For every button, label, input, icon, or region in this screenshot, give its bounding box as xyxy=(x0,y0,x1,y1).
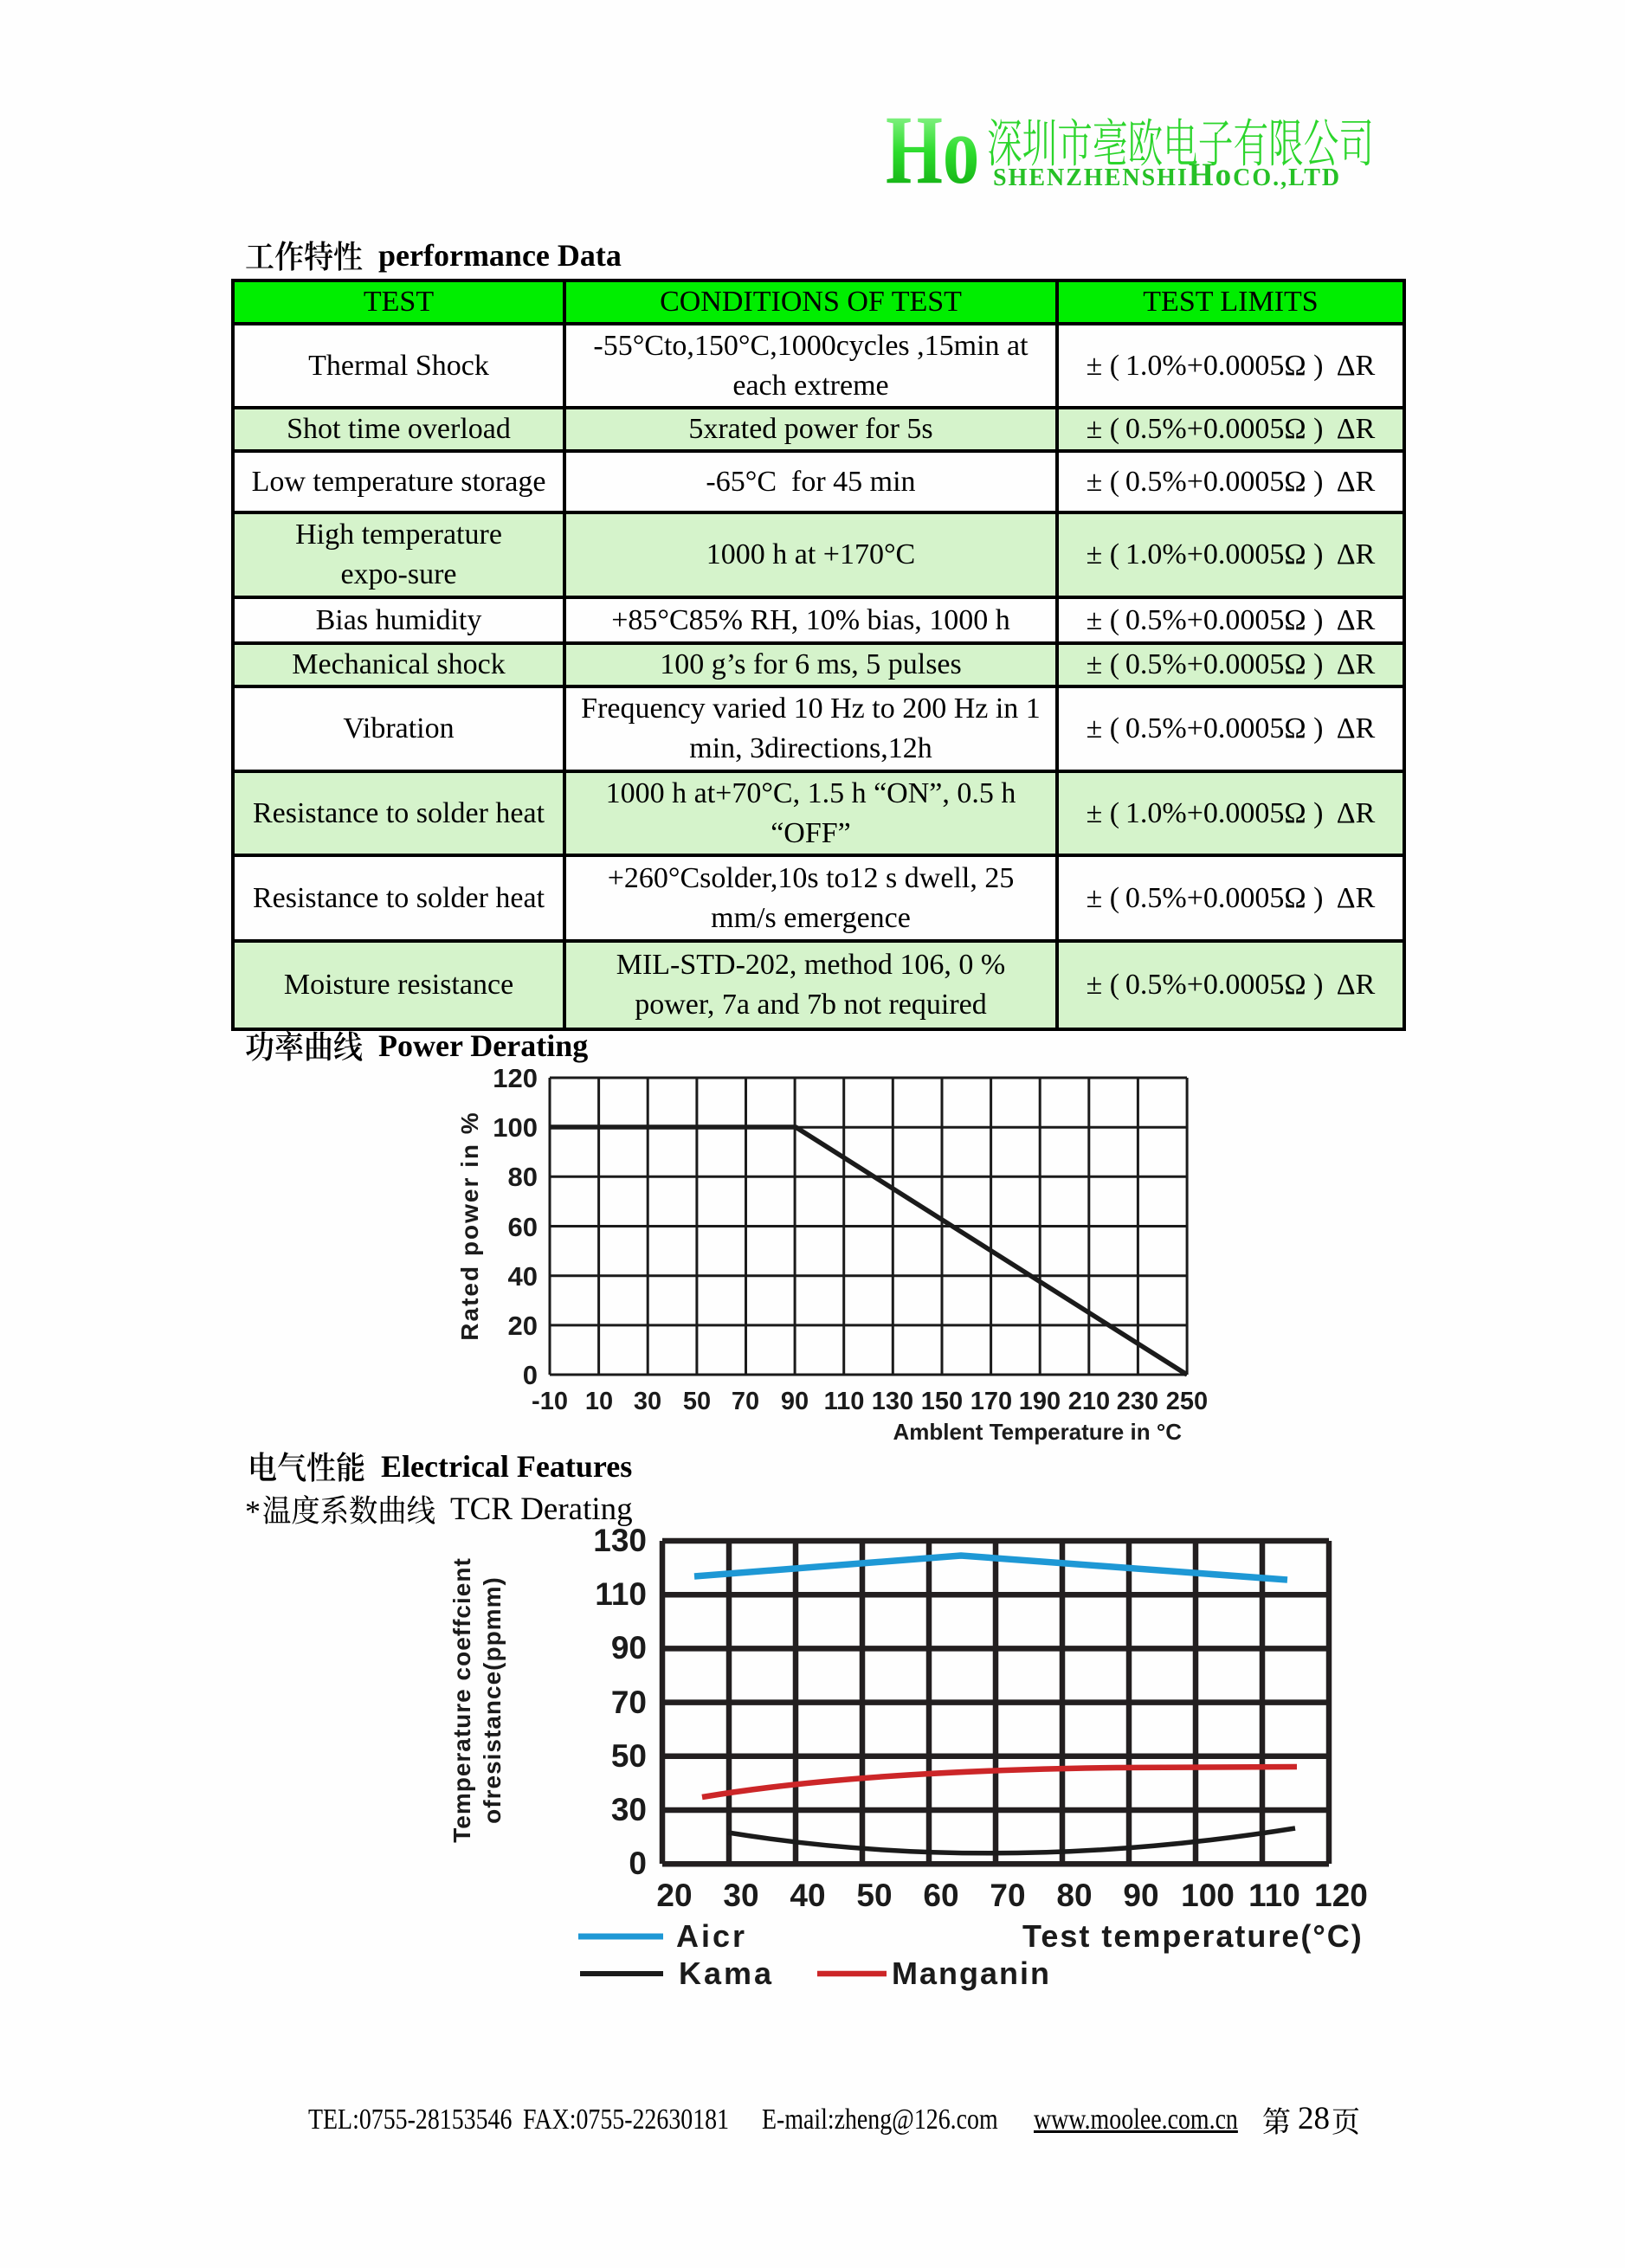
svg-text:Test temperature(°C): Test temperature(°C) xyxy=(1022,1918,1364,1954)
svg-text:40: 40 xyxy=(790,1878,825,1913)
svg-text:120: 120 xyxy=(1314,1878,1368,1913)
svg-text:20: 20 xyxy=(656,1878,692,1913)
svg-text:100: 100 xyxy=(1181,1878,1235,1913)
svg-text:40: 40 xyxy=(508,1261,538,1292)
svg-text:50: 50 xyxy=(683,1388,711,1415)
svg-text:130: 130 xyxy=(872,1388,913,1415)
svg-text:150: 150 xyxy=(921,1388,963,1415)
svg-text:70: 70 xyxy=(611,1685,647,1720)
svg-text:70: 70 xyxy=(732,1388,759,1415)
svg-text:100: 100 xyxy=(493,1112,538,1143)
svg-text:90: 90 xyxy=(781,1388,809,1415)
svg-text:Kama: Kama xyxy=(679,1956,774,1991)
svg-text:110: 110 xyxy=(595,1576,647,1612)
svg-text:-10: -10 xyxy=(532,1388,568,1415)
svg-text:50: 50 xyxy=(856,1878,892,1913)
svg-text:30: 30 xyxy=(611,1792,647,1827)
svg-text:0: 0 xyxy=(629,1846,647,1881)
svg-text:Manganin: Manganin xyxy=(892,1956,1051,1991)
svg-text:30: 30 xyxy=(723,1878,758,1913)
svg-text:130: 130 xyxy=(593,1528,647,1558)
svg-text:Aicr: Aicr xyxy=(676,1918,747,1954)
svg-text:Rated power in %: Rated power in % xyxy=(456,1111,483,1340)
svg-text:230: 230 xyxy=(1117,1388,1158,1415)
svg-text:20: 20 xyxy=(508,1311,538,1341)
svg-text:50: 50 xyxy=(611,1738,647,1774)
svg-text:10: 10 xyxy=(585,1388,613,1415)
svg-text:70: 70 xyxy=(990,1878,1025,1913)
svg-text:80: 80 xyxy=(508,1162,538,1192)
svg-text:210: 210 xyxy=(1068,1388,1110,1415)
svg-text:30: 30 xyxy=(634,1388,661,1415)
svg-text:250: 250 xyxy=(1166,1388,1208,1415)
svg-text:120: 120 xyxy=(493,1069,538,1093)
svg-text:ofresistance(ppmm): ofresistance(ppmm) xyxy=(479,1576,506,1824)
svg-text:60: 60 xyxy=(923,1878,958,1913)
svg-text:90: 90 xyxy=(611,1630,647,1666)
svg-text:80: 80 xyxy=(1056,1878,1092,1913)
svg-text:90: 90 xyxy=(1123,1878,1158,1913)
svg-text:Amblent Temperature in °C: Amblent Temperature in °C xyxy=(893,1419,1182,1445)
svg-text:110: 110 xyxy=(824,1388,865,1415)
svg-text:60: 60 xyxy=(508,1212,538,1242)
svg-text:Temperature coeffcient: Temperature coeffcient xyxy=(448,1557,475,1843)
svg-text:0: 0 xyxy=(523,1360,538,1390)
svg-text:170: 170 xyxy=(970,1388,1012,1415)
svg-text:110: 110 xyxy=(1248,1878,1300,1913)
svg-text:190: 190 xyxy=(1019,1388,1061,1415)
